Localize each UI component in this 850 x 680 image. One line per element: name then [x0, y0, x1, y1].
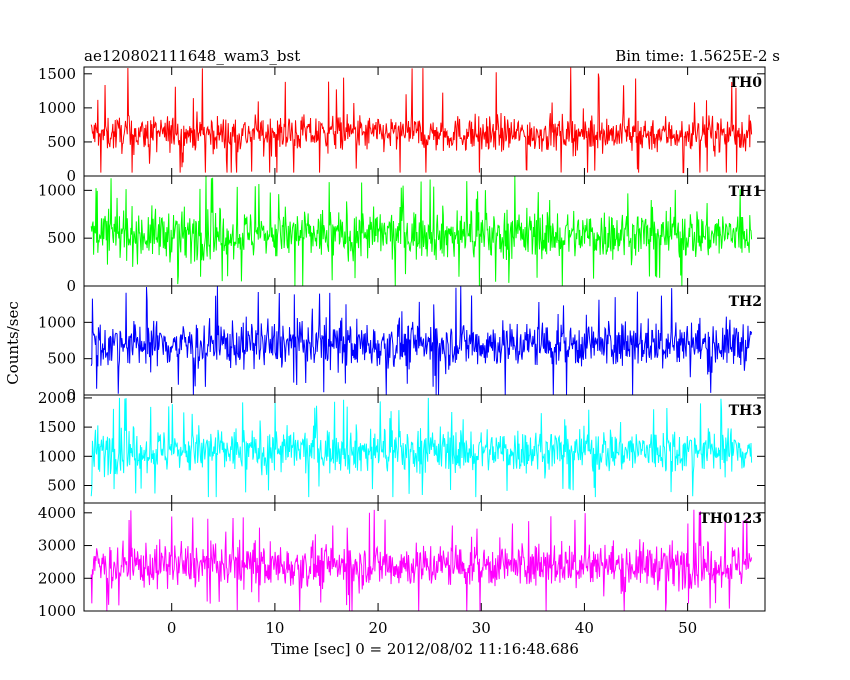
x-tick-label: 50	[678, 619, 697, 637]
panel-label-th0123: TH0123	[699, 511, 762, 527]
panel-th3: 500 1000 1500 2000 TH3	[38, 389, 766, 504]
panel-label-th3: TH3	[729, 403, 762, 419]
series-th2	[90, 286, 753, 395]
y-tick-label: 0	[66, 277, 76, 295]
y-tick-label: 2000	[38, 389, 76, 407]
panel-frame	[83, 66, 766, 177]
panel-th0123: 1000 2000 3000 4000 TH0123	[38, 502, 766, 620]
y-tick-label: 1500	[38, 65, 76, 83]
panel-label-th0: TH0	[729, 75, 763, 91]
y-tick-label: 4000	[38, 504, 76, 522]
x-tick-label: 0	[167, 619, 177, 637]
y-tick-label: 500	[47, 229, 76, 247]
panel-th0: 0 500 1000 1500 TH0	[38, 65, 766, 185]
y-tick-label: 1000	[38, 602, 76, 620]
series-th3	[90, 397, 753, 498]
panel-th2: 0 500 1000 TH2	[38, 285, 766, 404]
panel-label-th1: TH1	[729, 184, 762, 200]
bin-time-label: Bin time: 1.5625E-2 s	[615, 47, 780, 65]
x-axis: 0 10 20 30 40 50	[167, 619, 697, 637]
y-tick-label: 500	[47, 133, 76, 151]
x-tick-label: 40	[575, 619, 594, 637]
y-tick-label: 500	[47, 350, 76, 368]
x-tick-label: 30	[472, 619, 491, 637]
y-tick-label: 1000	[38, 181, 76, 199]
y-tick-label: 3000	[38, 537, 76, 555]
x-tick-label: 20	[369, 619, 388, 637]
series-th0123	[90, 509, 753, 611]
y-tick-label: 0	[66, 167, 76, 185]
y-tick-label: 2000	[38, 569, 76, 587]
y-tick-label: 1000	[38, 99, 76, 117]
series-th1	[90, 176, 753, 286]
panels-group: 0 500 1000 1500 TH0 0 500 1000 TH1 0 500 1000 TH2 500…	[38, 65, 766, 620]
chart-title: ae120802111648_wam3_bst	[84, 47, 300, 65]
panel-frame	[83, 502, 766, 612]
y-axis-label: Counts/sec	[4, 301, 22, 385]
y-tick-label: 0	[66, 386, 76, 404]
y-tick-label: 1500	[38, 418, 76, 436]
y-tick-label: 500	[47, 476, 76, 494]
x-axis-label: Time [sec] 0 = 2012/08/02 11:16:48.686	[271, 640, 579, 658]
panel-label-th2: TH2	[729, 294, 762, 310]
y-tick-label: 1000	[38, 447, 76, 465]
panel-th1: 0 500 1000 TH1	[38, 175, 766, 295]
series-th0	[90, 67, 753, 174]
x-tick-label: 10	[265, 619, 284, 637]
y-tick-label: 1000	[38, 313, 76, 331]
